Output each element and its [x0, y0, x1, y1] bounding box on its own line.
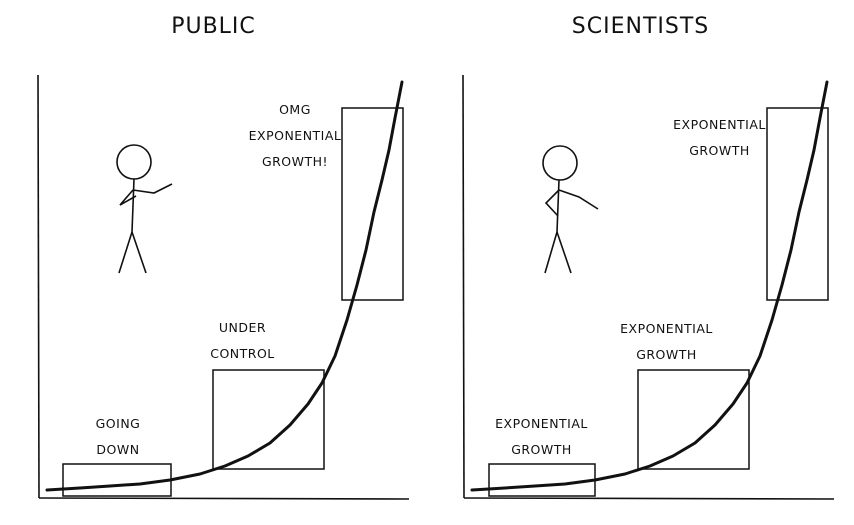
- label-line: GROWTH!: [261, 154, 329, 169]
- label-line: GROWTH: [636, 347, 697, 362]
- growth-curve: [45, 80, 404, 492]
- label-exponential-growth-large: EXPONENTIAL GROWTH: [667, 112, 772, 164]
- label-exponential-growth-small: EXPONENTIAL GROWTH: [489, 411, 594, 463]
- y-axis: [462, 74, 465, 499]
- label-line: GROWTH: [511, 442, 572, 457]
- label-going-down: GOING DOWN: [78, 411, 158, 463]
- label-line: EXPONENTIAL: [495, 416, 588, 431]
- exponential-chart: [462, 74, 835, 500]
- label-line: DOWN: [96, 442, 140, 457]
- label-omg-exponential-growth: OMG EXPONENTIAL GROWTH!: [245, 97, 345, 175]
- zoom-box-large: [341, 107, 404, 301]
- panel-public: PUBLIC OMG EXPONENTIAL GROWTH! UNDER CON…: [37, 14, 410, 500]
- y-axis: [37, 74, 40, 499]
- label-line: GOING: [95, 416, 141, 431]
- label-line: UNDER: [218, 320, 267, 335]
- zoom-box-large: [766, 107, 829, 301]
- exponential-chart: [37, 74, 410, 500]
- zoom-box-small: [62, 463, 172, 497]
- label-line: OMG: [279, 102, 311, 117]
- zoom-box-medium: [637, 369, 750, 470]
- panel-scientists: SCIENTISTS EXPONENTIAL GROWTH EXPONENTIA…: [427, 0, 854, 525]
- zoom-box-medium: [212, 369, 325, 470]
- label-under-control: UNDER CONTROL: [200, 315, 285, 367]
- panel-title: PUBLIC: [171, 14, 256, 39]
- x-axis: [463, 497, 835, 500]
- label-line: CONTROL: [210, 346, 275, 361]
- label-line: EXPONENTIAL: [248, 128, 342, 143]
- stick-figure: [116, 144, 173, 274]
- x-axis: [38, 497, 410, 500]
- label-line: EXPONENTIAL: [620, 321, 713, 336]
- label-line: EXPONENTIAL: [673, 117, 766, 132]
- panel-title: SCIENTISTS: [571, 14, 710, 39]
- label-line: GROWTH: [689, 143, 750, 158]
- growth-curve: [470, 80, 829, 492]
- label-exponential-growth-medium: EXPONENTIAL GROWTH: [614, 316, 719, 368]
- zoom-box-small: [488, 463, 596, 497]
- stick-figure: [542, 145, 599, 274]
